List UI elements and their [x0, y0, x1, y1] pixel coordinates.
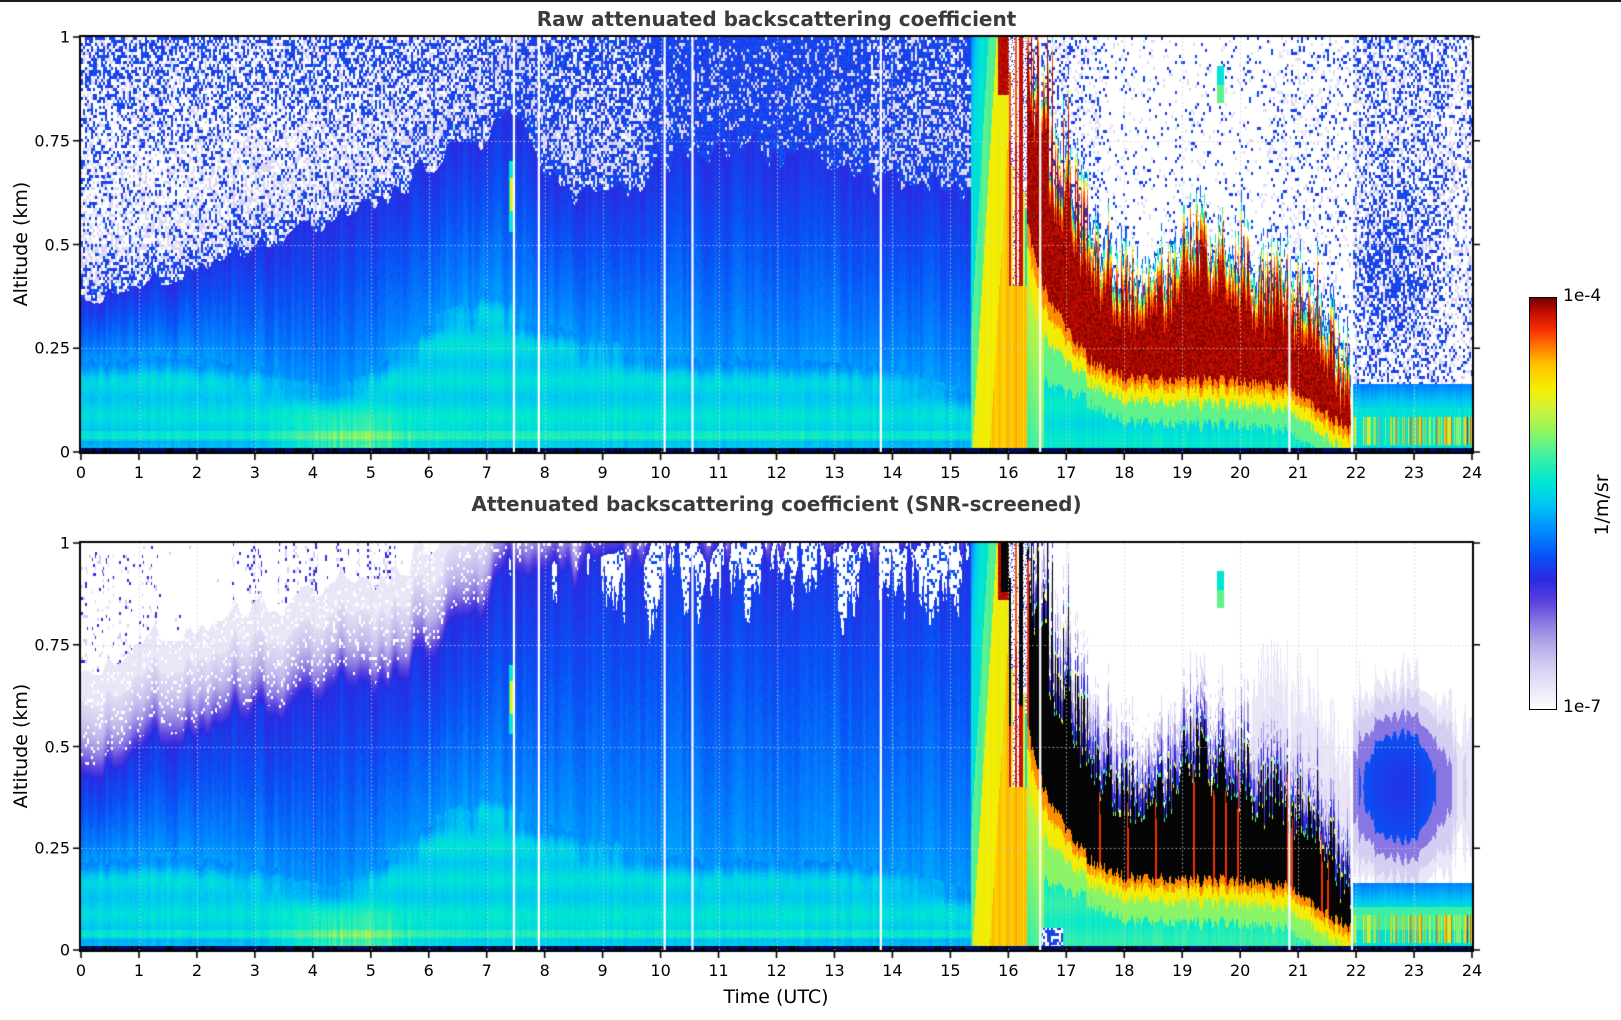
x-tick-label: 1 — [133, 463, 145, 482]
x-tick-label: 3 — [249, 961, 260, 980]
y-tick-label: 1 — [59, 533, 70, 553]
window-top-border — [0, 0, 1621, 2]
y-axis-label-screened: Altitude (km) — [10, 683, 32, 809]
x-tick-label: 10 — [650, 961, 671, 980]
x-tick-label: 3 — [249, 463, 260, 482]
x-tick-label: 6 — [423, 463, 434, 482]
x-tick-label: 0 — [75, 463, 87, 482]
x-tick-label: 5 — [365, 463, 376, 482]
x-tick-label: 0 — [75, 961, 87, 980]
y-axis-label-raw: Altitude (km) — [10, 181, 32, 307]
x-tick-label: 11 — [708, 463, 729, 482]
colorbar-min-label: 1e-7 — [1563, 697, 1602, 717]
x-tick-label: 21 — [1287, 961, 1309, 980]
x-tick-label: 15 — [940, 961, 961, 980]
x-tick-label: 19 — [1172, 961, 1193, 980]
x-tick-label: 4 — [307, 961, 318, 980]
x-tick-label: 16 — [998, 463, 1019, 482]
x-tick-label: 12 — [766, 961, 787, 980]
x-tick-label: 16 — [998, 961, 1019, 980]
y-tick-label: 0.75 — [34, 635, 70, 655]
x-tick-label: 15 — [940, 463, 961, 482]
x-tick-label: 17 — [1056, 463, 1077, 482]
x-tick-label: 22 — [1345, 961, 1367, 980]
x-tick-label: 17 — [1056, 961, 1077, 980]
x-tick-label: 13 — [824, 961, 845, 980]
x-tick-label: 6 — [423, 961, 434, 980]
y-tick-label: 0 — [59, 940, 70, 960]
x-tick-label: 4 — [307, 463, 318, 482]
colorbar — [1529, 297, 1557, 710]
x-tick-label: 21 — [1287, 463, 1309, 482]
y-tick-label: 0 — [59, 442, 70, 462]
x-axis-label: Time (UTC) — [723, 986, 829, 1008]
y-tick-label: 1 — [59, 27, 70, 47]
x-tick-label: 14 — [882, 463, 903, 482]
y-tick-label: 0.5 — [44, 737, 70, 756]
x-tick-label: 19 — [1172, 463, 1193, 482]
x-tick-label: 1 — [133, 961, 145, 980]
y-tick-label: 0.5 — [44, 235, 70, 254]
x-tick-label: 7 — [481, 463, 492, 482]
x-tick-label: 8 — [539, 463, 550, 482]
x-tick-label: 18 — [1114, 961, 1135, 980]
x-tick-label: 24 — [1461, 961, 1483, 980]
x-tick-label: 8 — [539, 961, 550, 980]
x-tick-label: 2 — [191, 961, 202, 980]
x-tick-label: 2 — [191, 463, 202, 482]
x-tick-label: 9 — [597, 463, 608, 482]
x-tick-label: 12 — [766, 463, 787, 482]
panel-title-screened: Attenuated backscattering coefficient (S… — [471, 492, 1082, 516]
x-tick-label: 20 — [1229, 463, 1251, 482]
x-tick-label: 7 — [481, 961, 492, 980]
colorbar-max-label: 1e-4 — [1563, 286, 1602, 306]
x-tick-label: 5 — [365, 961, 376, 980]
y-tick-label: 0.25 — [34, 838, 70, 858]
x-tick-label: 14 — [882, 961, 903, 980]
x-tick-label: 11 — [708, 961, 729, 980]
x-tick-label: 24 — [1461, 463, 1483, 482]
x-tick-label: 23 — [1403, 961, 1425, 980]
panel-title-raw: Raw attenuated backscattering coefficien… — [536, 7, 1017, 31]
y-tick-label: 0.75 — [34, 131, 70, 151]
x-tick-label: 10 — [650, 463, 671, 482]
x-tick-label: 22 — [1345, 463, 1367, 482]
x-tick-label: 20 — [1229, 961, 1251, 980]
x-tick-label: 13 — [824, 463, 845, 482]
y-tick-label: 0.25 — [34, 338, 70, 358]
x-tick-label: 18 — [1114, 463, 1135, 482]
x-tick-label: 23 — [1403, 463, 1425, 482]
x-tick-label: 9 — [597, 961, 608, 980]
colorbar-unit-label: 1/m/sr — [1591, 474, 1613, 536]
